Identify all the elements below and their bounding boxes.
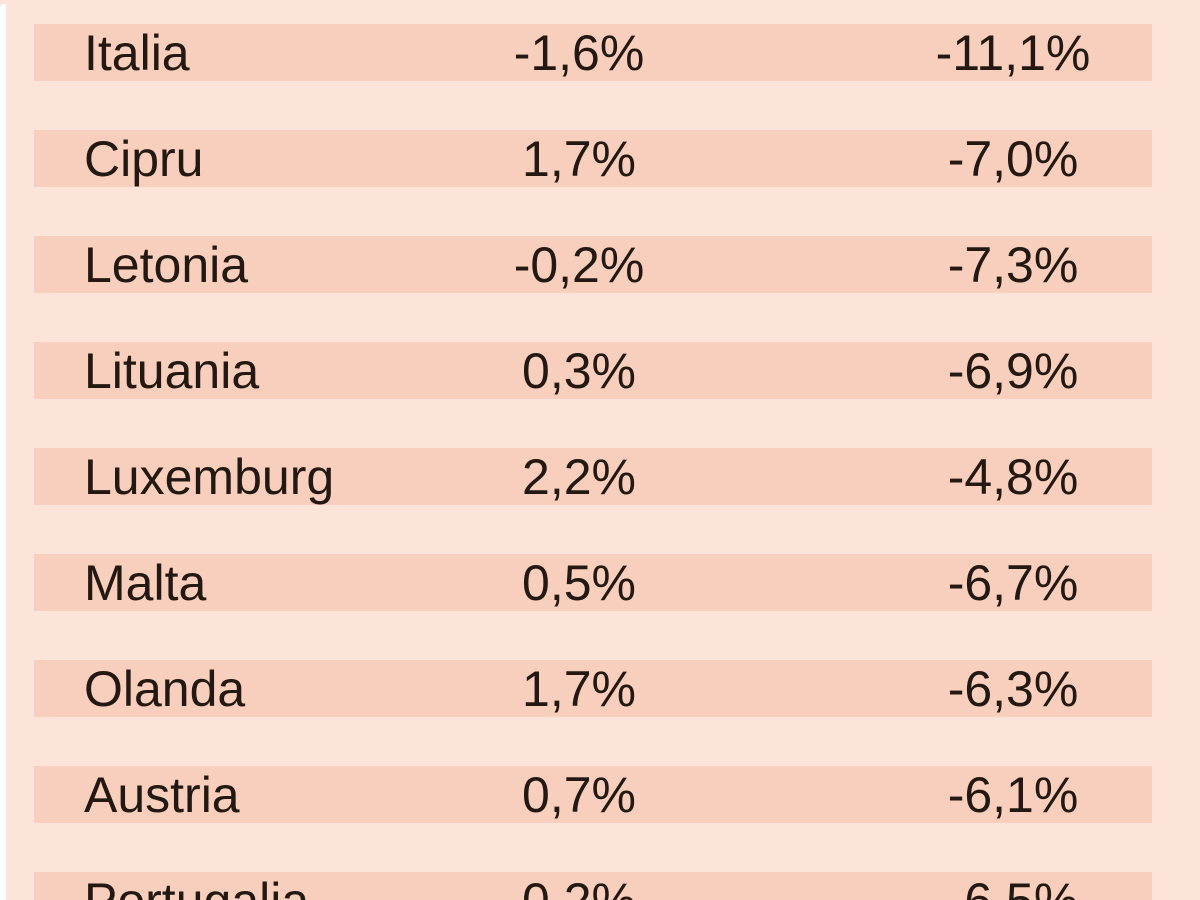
value-2-cell: -6,7% — [947, 554, 1079, 611]
value-2-cell: -6,5% — [744, 872, 1152, 900]
table-row: Lituania 0,3% -6,9% — [34, 342, 1152, 399]
value-2-cell: -7,3% — [947, 236, 1079, 293]
country-label: Malta — [84, 554, 207, 611]
country-label: Luxemburg — [84, 448, 335, 505]
value-1-cell: 0,5% — [522, 554, 636, 611]
value-1-cell: 1,7% — [522, 130, 636, 187]
country-label: Cipru — [84, 130, 204, 187]
country-label: Letonia — [84, 236, 249, 293]
left-edge-strip — [0, 4, 6, 900]
value-2-cell: -7,0% — [947, 130, 1079, 187]
value-1-cell: 0,7% — [522, 766, 636, 823]
table-row: Olanda 1,7% -6,3% — [34, 660, 1152, 717]
value-1-cell: 1,7% — [522, 660, 636, 717]
value-1-cell: 2,2% — [522, 448, 636, 505]
table-body: Italia -1,6% -11,1% Cipru 1,7% -7,0% Letonia -0… — [34, 24, 1152, 900]
value-2-cell: -4,8% — [947, 448, 1079, 505]
table-row: Cipru 1,7% -7,0% — [34, 130, 1152, 187]
value-2-cell: -6,3% — [947, 660, 1079, 717]
country-label: Lituania — [84, 342, 260, 399]
value-2-cell: -11,1% — [935, 24, 1091, 81]
table-row: Austria 0,7% -6,1% — [34, 766, 1152, 823]
table-row: Luxemburg 2,2% -4,8% — [34, 448, 1152, 505]
value-1-cell: 0,2% — [414, 872, 744, 900]
table-row: Italia -1,6% -11,1% — [34, 24, 1152, 81]
value-2-cell: -6,9% — [947, 342, 1079, 399]
value-1-cell: -1,6% — [513, 24, 645, 81]
table-row: Letonia -0,2% -7,3% — [34, 236, 1152, 293]
table-row: Portugalia0,2%-6,5% — [34, 872, 1152, 900]
value-2-cell: -6,1% — [947, 766, 1079, 823]
country-label: Austria — [84, 766, 240, 823]
country-label: Olanda — [84, 660, 246, 717]
country-label: Italia — [84, 24, 190, 81]
value-1-cell: 0,3% — [522, 342, 636, 399]
country-label: Portugalia — [34, 872, 414, 900]
table-row: Malta 0,5% -6,7% — [34, 554, 1152, 611]
value-1-cell: -0,2% — [513, 236, 645, 293]
